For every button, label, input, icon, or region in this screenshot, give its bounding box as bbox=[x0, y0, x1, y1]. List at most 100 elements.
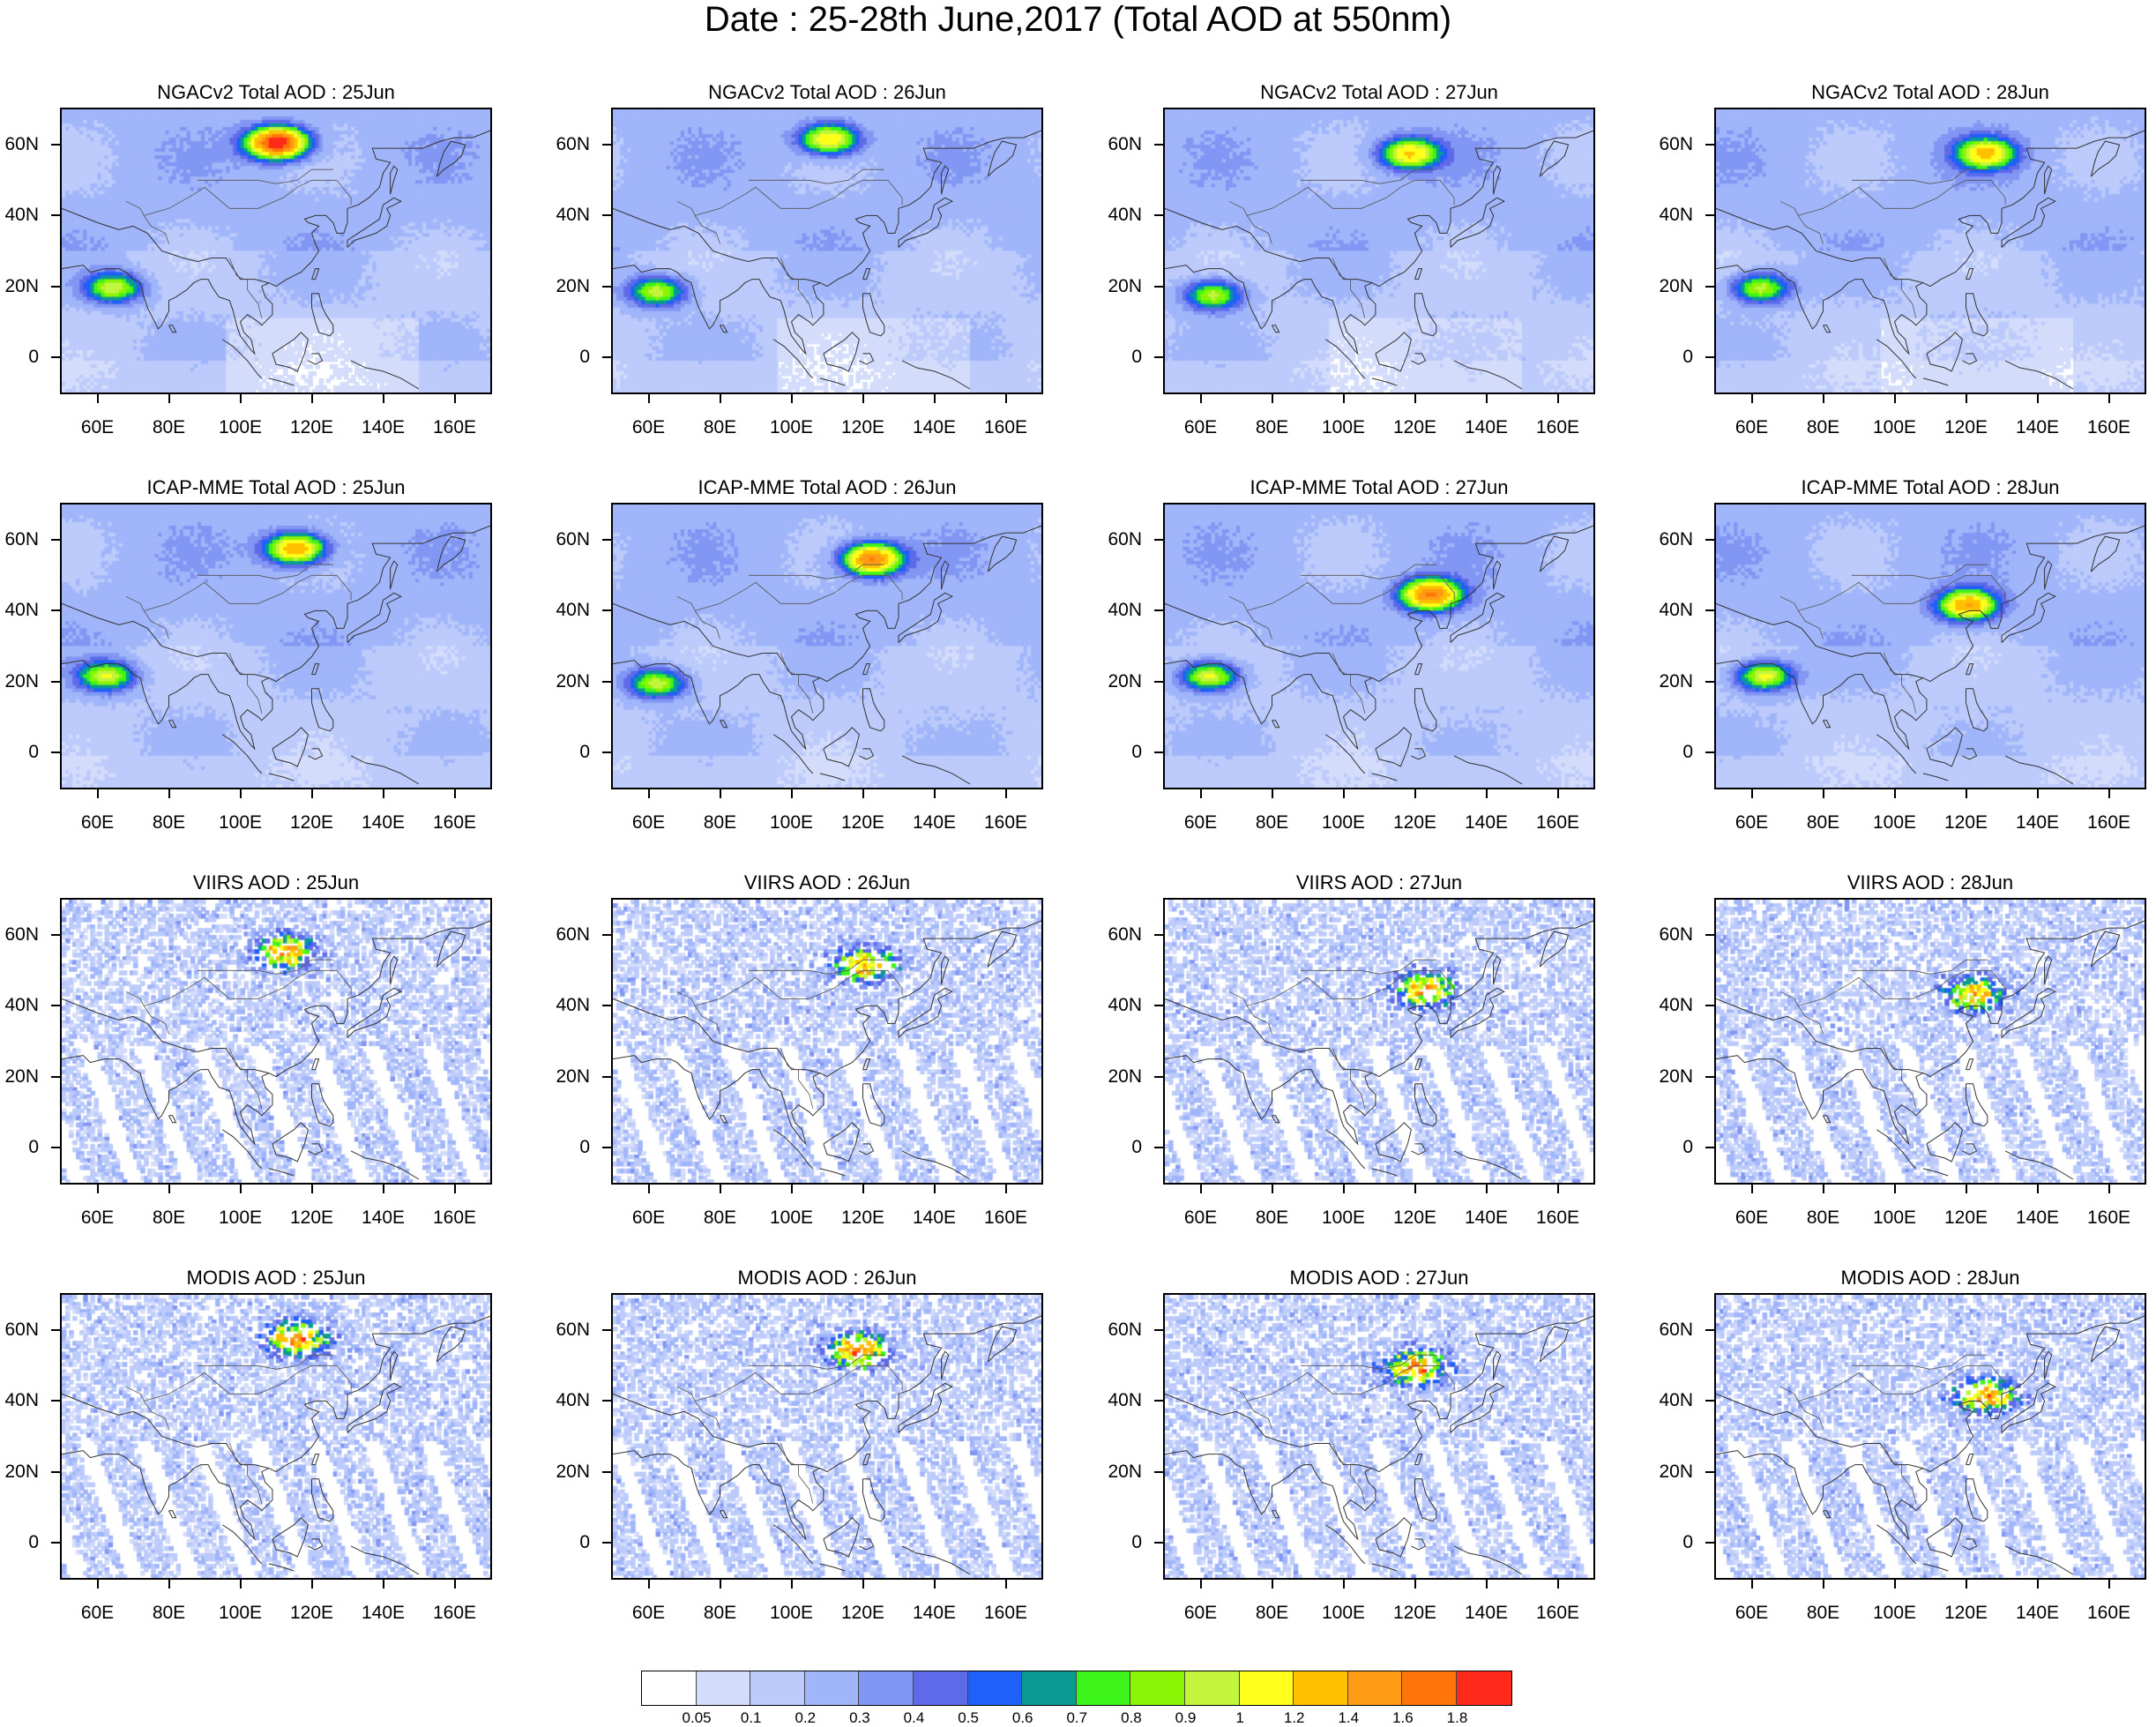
colorbar-swatch bbox=[913, 1671, 968, 1705]
y-tick-label: 20N bbox=[1108, 670, 1142, 692]
country-border bbox=[144, 1364, 352, 1402]
aod-field bbox=[1716, 900, 2145, 1183]
coastline bbox=[1962, 1538, 1978, 1551]
colorbar-label: 0.4 bbox=[903, 1709, 925, 1726]
y-tick-label: 20N bbox=[1659, 1065, 1693, 1087]
y-tick-label: 60N bbox=[4, 924, 39, 946]
coastline bbox=[2090, 140, 2121, 177]
y-tick-mark bbox=[51, 144, 60, 146]
x-tick-mark bbox=[1271, 789, 1273, 798]
x-tick-label: 120E bbox=[289, 1603, 334, 1623]
aod-field bbox=[1165, 505, 1593, 788]
country-border bbox=[1779, 991, 1799, 1006]
y-tick-label: 0 bbox=[1131, 1531, 1142, 1552]
y-tick-mark bbox=[1154, 144, 1163, 146]
country-border bbox=[694, 1006, 720, 1035]
y-tick-mark bbox=[1705, 1329, 1714, 1332]
coastline bbox=[1716, 920, 2145, 1078]
country-border bbox=[694, 215, 720, 244]
coastline bbox=[1272, 325, 1280, 333]
coastline bbox=[987, 931, 1018, 968]
aod-field bbox=[613, 109, 1041, 392]
x-tick-mark bbox=[1822, 1580, 1824, 1589]
aod-map bbox=[1163, 1293, 1595, 1580]
x-tick-mark bbox=[168, 1185, 170, 1193]
x-tick-mark bbox=[453, 1185, 456, 1193]
x-tick-label: 60E bbox=[1183, 1603, 1218, 1623]
colorbar-swatch bbox=[750, 1671, 805, 1705]
x-tick-label: 60E bbox=[631, 812, 666, 833]
country-border bbox=[197, 959, 333, 975]
x-tick-label: 100E bbox=[1872, 1603, 1917, 1623]
country-border bbox=[1247, 969, 1455, 1006]
y-tick-mark bbox=[1154, 934, 1163, 937]
coastline bbox=[2044, 1350, 2053, 1380]
y-tick-mark bbox=[1705, 285, 1714, 288]
y-tick-mark bbox=[1154, 1005, 1163, 1007]
y-tick-mark bbox=[602, 285, 611, 288]
country-border bbox=[695, 1364, 903, 1402]
coastline bbox=[1375, 1517, 1412, 1558]
x-tick-mark bbox=[1750, 1580, 1753, 1589]
coastline bbox=[1539, 931, 1570, 968]
coastline bbox=[1325, 1129, 1366, 1170]
y-tick-mark bbox=[51, 1075, 60, 1078]
y-tick-mark bbox=[1705, 934, 1714, 937]
coastline-overlay bbox=[62, 1315, 490, 1575]
coastline bbox=[1966, 688, 1988, 732]
coastline bbox=[1411, 748, 1427, 760]
coastline bbox=[436, 140, 466, 177]
colorbar-label: 1.6 bbox=[1392, 1709, 1414, 1726]
coastline bbox=[1375, 1122, 1412, 1163]
country-border bbox=[1779, 595, 1799, 611]
aod-map bbox=[611, 898, 1043, 1185]
country-border bbox=[1332, 1443, 1347, 1465]
colorbar-label: 0.9 bbox=[1175, 1709, 1197, 1726]
y-tick-label: 20N bbox=[556, 1065, 590, 1087]
coastline bbox=[1411, 1538, 1427, 1551]
y-tick-mark bbox=[602, 1541, 611, 1544]
x-tick-mark bbox=[1414, 1580, 1416, 1589]
aod-map bbox=[611, 108, 1043, 394]
coastline bbox=[901, 1545, 971, 1575]
y-tick-label: 40N bbox=[4, 600, 39, 621]
country-border bbox=[780, 258, 795, 280]
x-tick-label: 60E bbox=[80, 812, 115, 833]
aod-field bbox=[613, 505, 1041, 788]
colorbar-swatch bbox=[1022, 1671, 1077, 1705]
coastline bbox=[62, 130, 490, 288]
colorbar-swatch bbox=[1076, 1671, 1131, 1705]
x-tick-label: 100E bbox=[1321, 1207, 1366, 1228]
x-tick-label: 140E bbox=[1464, 417, 1509, 437]
x-tick-mark bbox=[933, 1185, 936, 1193]
x-tick-label: 100E bbox=[218, 812, 263, 833]
country-border bbox=[798, 1069, 814, 1109]
x-tick-label: 60E bbox=[80, 1207, 115, 1228]
coastline bbox=[941, 560, 950, 590]
x-tick-label: 160E bbox=[1535, 1603, 1580, 1623]
aod-field bbox=[1716, 505, 2145, 788]
y-tick-mark bbox=[602, 1146, 611, 1148]
country-border bbox=[1901, 1464, 1917, 1504]
x-tick-label: 120E bbox=[1943, 812, 1988, 833]
x-tick-label: 120E bbox=[289, 1207, 334, 1228]
coastline bbox=[823, 1122, 860, 1163]
country-border bbox=[1300, 168, 1436, 184]
coastline-overlay bbox=[62, 920, 490, 1180]
x-tick-label: 60E bbox=[80, 1603, 115, 1623]
x-tick-mark bbox=[382, 1185, 384, 1193]
coastline-overlay bbox=[1716, 130, 2145, 390]
map-panel: NGACv2 Total AOD : 25Jun 60N 40N 20N 0 60E 80E… bbox=[0, 81, 494, 469]
x-tick-mark bbox=[1556, 789, 1559, 798]
country-border bbox=[1228, 991, 1248, 1006]
coastline bbox=[62, 1315, 490, 1473]
coastline bbox=[898, 197, 953, 248]
x-tick-label: 140E bbox=[361, 812, 406, 833]
colorbar-swatch bbox=[1347, 1671, 1403, 1705]
map-panel: NGACv2 Total AOD : 28Jun 60N 40N 20N 0 60E 80E… bbox=[1654, 81, 2148, 469]
x-tick-mark bbox=[647, 1185, 650, 1193]
y-tick-label: 60N bbox=[556, 924, 590, 946]
coastline-overlay bbox=[1165, 525, 1593, 785]
y-tick-label: 20N bbox=[1108, 275, 1142, 296]
x-tick-mark bbox=[2036, 394, 2039, 403]
